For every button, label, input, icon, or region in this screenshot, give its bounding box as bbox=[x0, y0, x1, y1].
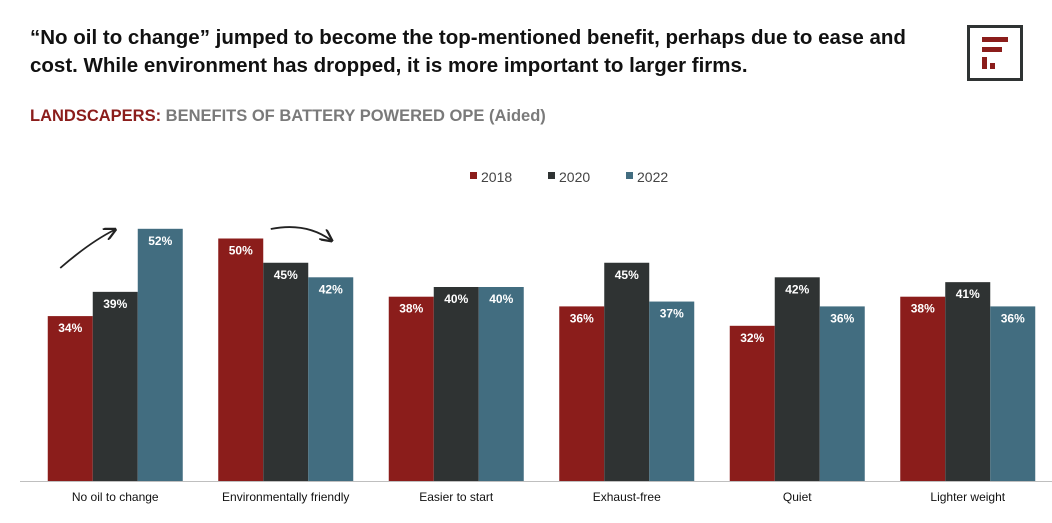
bar-quiet-2020 bbox=[774, 277, 820, 481]
subtitle-text: BENEFITS OF BATTERY POWERED OPE (Aided) bbox=[161, 107, 546, 125]
legend-swatch-2018 bbox=[470, 172, 477, 179]
brand-logo-icon bbox=[967, 25, 1023, 81]
bar-quiet-2022 bbox=[819, 306, 865, 481]
x-tick-environmentally-friendly: Environmentally friendly bbox=[222, 490, 349, 504]
chart-subtitle: LANDSCAPERS: BENEFITS OF BATTERY POWERED… bbox=[30, 107, 546, 126]
data-label-no-oil-to-change-2022: 52% bbox=[148, 234, 172, 248]
data-label-exhaust-free-2022: 37% bbox=[660, 307, 684, 321]
bar-no-oil-to-change-2018 bbox=[47, 316, 93, 481]
trend-arrow-down-icon bbox=[270, 226, 331, 240]
bar-exhaust-free-2020 bbox=[604, 262, 650, 481]
bar-group: 34% 39% 52% 50% 45% 42% 38% 40% 40% 36% 45% 37% 32% 4… bbox=[47, 228, 1036, 481]
data-label-lighter-weight-2022: 36% bbox=[1001, 311, 1025, 325]
bar-easier-to-start-2018 bbox=[388, 296, 434, 481]
data-label-easier-to-start-2018: 38% bbox=[399, 302, 423, 316]
data-label-environmentally-friendly-2018: 50% bbox=[229, 244, 253, 258]
x-tick-no-oil-to-change: No oil to change bbox=[72, 490, 159, 504]
x-tick-exhaust-free: Exhaust-free bbox=[593, 490, 661, 504]
bar-quiet-2018 bbox=[729, 325, 775, 481]
headline: “No oil to change” jumped to become the … bbox=[30, 26, 906, 77]
bar-lighter-weight-2022 bbox=[990, 306, 1036, 481]
bar-environmentally-friendly-2020 bbox=[263, 262, 309, 481]
legend-swatch-2020 bbox=[548, 172, 555, 179]
data-label-quiet-2022: 36% bbox=[830, 311, 854, 325]
data-label-lighter-weight-2018: 38% bbox=[911, 302, 935, 316]
data-label-exhaust-free-2020: 45% bbox=[615, 268, 639, 282]
bar-easier-to-start-2020 bbox=[433, 287, 479, 481]
bar-exhaust-free-2022 bbox=[649, 301, 695, 481]
bar-environmentally-friendly-2022 bbox=[308, 277, 354, 481]
bar-lighter-weight-2020 bbox=[945, 282, 991, 481]
data-label-environmentally-friendly-2020: 45% bbox=[274, 268, 298, 282]
trend-arrow-up-icon bbox=[59, 230, 114, 269]
data-label-quiet-2020: 42% bbox=[785, 282, 809, 296]
data-label-no-oil-to-change-2018: 34% bbox=[58, 321, 82, 335]
data-label-easier-to-start-2020: 40% bbox=[444, 292, 468, 306]
legend-swatch-2022 bbox=[626, 172, 633, 179]
legend-label-2022: 2022 bbox=[637, 169, 668, 185]
legend-label-2018: 2018 bbox=[481, 169, 512, 185]
data-label-quiet-2018: 32% bbox=[740, 331, 764, 345]
bar-environmentally-friendly-2018 bbox=[218, 238, 264, 481]
data-label-environmentally-friendly-2022: 42% bbox=[319, 282, 343, 296]
bar-exhaust-free-2018 bbox=[559, 306, 605, 481]
x-tick-lighter-weight: Lighter weight bbox=[930, 490, 1005, 504]
legend-label-2020: 2020 bbox=[559, 169, 590, 185]
data-label-easier-to-start-2022: 40% bbox=[489, 292, 513, 306]
x-tick-easier-to-start: Easier to start bbox=[419, 490, 494, 504]
chart-legend: 2018 2020 2022 bbox=[470, 169, 668, 185]
x-tick-quiet: Quiet bbox=[783, 490, 812, 504]
bar-lighter-weight-2018 bbox=[900, 296, 946, 481]
bar-no-oil-to-change-2020 bbox=[92, 291, 138, 481]
subtitle-prefix: LANDSCAPERS: bbox=[30, 107, 162, 125]
data-label-no-oil-to-change-2020: 39% bbox=[103, 297, 127, 311]
data-label-exhaust-free-2018: 36% bbox=[570, 311, 594, 325]
data-label-lighter-weight-2020: 41% bbox=[956, 287, 980, 301]
bar-easier-to-start-2022 bbox=[478, 287, 524, 481]
trend-annotations bbox=[59, 226, 331, 269]
bar-no-oil-to-change-2022 bbox=[137, 228, 183, 481]
x-axis-labels: No oil to change Environmentally friendly… bbox=[72, 490, 1006, 504]
